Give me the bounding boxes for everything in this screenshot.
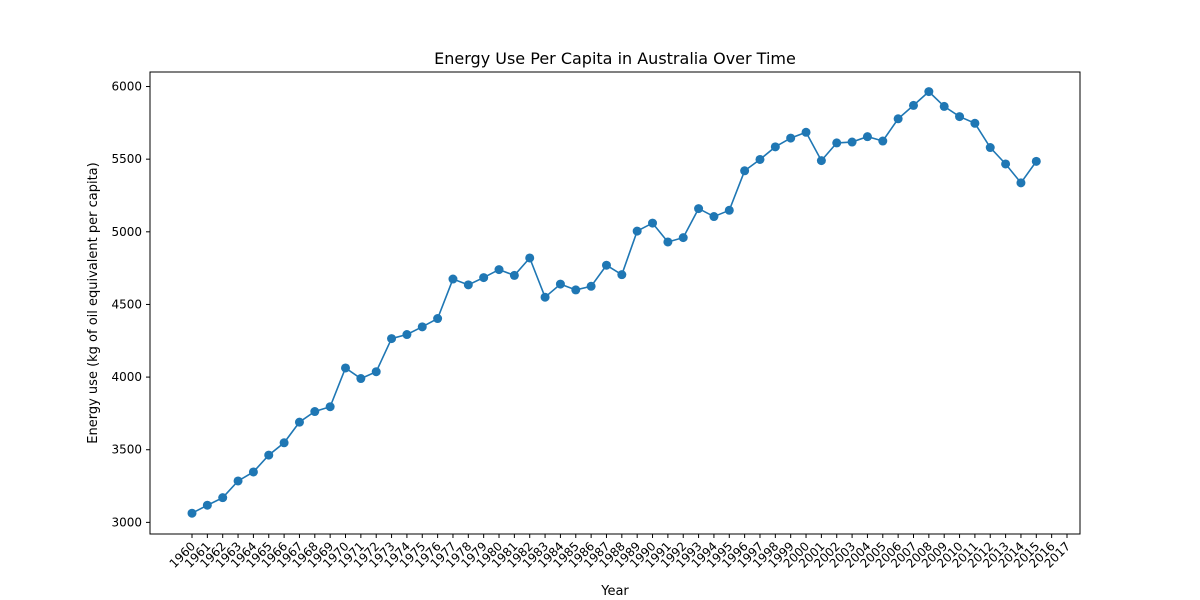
- data-point: [509, 270, 519, 280]
- y-tick-label: 5000: [111, 225, 142, 239]
- chart-title: Energy Use Per Capita in Australia Over …: [434, 49, 796, 68]
- data-point: [417, 322, 427, 332]
- data-point: [187, 508, 197, 518]
- data-point: [709, 212, 719, 222]
- y-tick-label: 5500: [111, 152, 142, 166]
- data-point: [402, 330, 412, 340]
- data-point: [1031, 156, 1041, 166]
- data-point: [924, 87, 934, 97]
- data-point: [832, 138, 842, 148]
- data-point: [801, 127, 811, 137]
- data-point: [1016, 178, 1026, 188]
- data-point: [847, 137, 857, 147]
- data-point: [816, 156, 826, 166]
- data-point: [1001, 159, 1011, 169]
- data-point: [601, 260, 611, 270]
- data-point: [648, 218, 658, 228]
- y-tick-label: 4500: [111, 297, 142, 311]
- data-point: [617, 270, 627, 280]
- data-point: [248, 467, 258, 477]
- data-point: [893, 114, 903, 124]
- y-tick-label: 6000: [111, 80, 142, 94]
- series-layer: [187, 87, 1041, 518]
- data-point: [770, 142, 780, 152]
- y-tick-label: 3000: [111, 515, 142, 529]
- plot-area: [149, 71, 1081, 535]
- data-point: [310, 407, 320, 417]
- data-point: [356, 374, 366, 384]
- data-point: [371, 367, 381, 377]
- data-point: [740, 166, 750, 176]
- data-point: [862, 132, 872, 142]
- data-point: [908, 100, 918, 110]
- data-point: [479, 273, 489, 283]
- data-point: [218, 493, 228, 503]
- data-point: [525, 253, 535, 263]
- data-point: [463, 280, 473, 290]
- data-point: [755, 154, 765, 164]
- series-line: [191, 90, 1037, 514]
- data-point: [279, 438, 289, 448]
- data-point: [586, 281, 596, 291]
- y-axis: 3000 3500 4000 4500 5000 5500 6000: [111, 80, 150, 529]
- data-point: [555, 279, 565, 289]
- data-point: [294, 417, 304, 427]
- data-point: [264, 450, 274, 460]
- data-point: [663, 237, 673, 247]
- data-point: [786, 133, 796, 143]
- data-point: [694, 204, 704, 214]
- data-point: [540, 292, 550, 302]
- data-point: [970, 118, 980, 128]
- data-point: [678, 233, 688, 243]
- data-point: [724, 205, 734, 215]
- data-point: [985, 143, 995, 153]
- data-point: [878, 136, 888, 146]
- data-point: [387, 334, 397, 344]
- data-point: [233, 476, 243, 486]
- y-tick-label: 3500: [111, 443, 142, 457]
- x-axis-label: Year: [600, 584, 629, 599]
- data-point: [571, 285, 581, 295]
- data-point: [955, 112, 965, 122]
- data-point: [202, 500, 212, 510]
- y-tick-label: 4000: [111, 370, 142, 384]
- data-point: [939, 101, 949, 111]
- data-point: [325, 402, 335, 412]
- data-point: [494, 265, 504, 275]
- data-point: [448, 274, 458, 284]
- data-point: [341, 363, 351, 373]
- data-point: [632, 226, 642, 236]
- data-point: [433, 314, 443, 324]
- y-axis-label: Energy use (kg of oil equivalent per cap…: [86, 162, 101, 443]
- x-axis: 1960196119621963196419651966196719681969…: [167, 534, 1073, 571]
